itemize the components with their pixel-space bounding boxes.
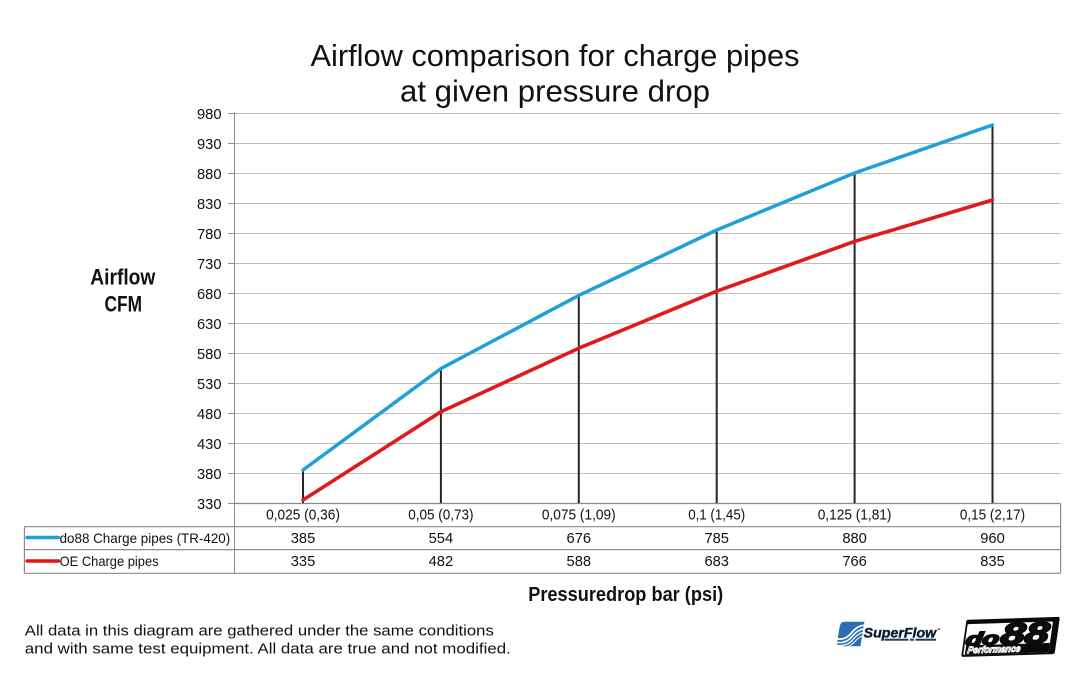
svg-text:780: 780 xyxy=(197,227,222,243)
svg-text:676: 676 xyxy=(567,531,592,547)
svg-text:530: 530 xyxy=(197,377,222,393)
svg-text:Performance: Performance xyxy=(967,644,1022,657)
svg-text:0,075 (1,09): 0,075 (1,09) xyxy=(542,507,616,523)
svg-text:OE Charge pipes: OE Charge pipes xyxy=(60,553,159,569)
svg-text:330: 330 xyxy=(197,497,222,513)
svg-text:Pressuredrop bar (psi): Pressuredrop bar (psi) xyxy=(528,584,723,606)
svg-text:CFM: CFM xyxy=(105,292,143,317)
svg-text:880: 880 xyxy=(197,167,222,183)
svg-text:335: 335 xyxy=(291,554,316,570)
svg-text:680: 680 xyxy=(197,287,222,303)
svg-text:830: 830 xyxy=(197,197,222,213)
svg-text:0,1 (1,45): 0,1 (1,45) xyxy=(688,507,745,523)
svg-text:430: 430 xyxy=(197,437,222,453)
svg-text:960: 960 xyxy=(980,531,1005,547)
svg-text:766: 766 xyxy=(842,554,867,570)
svg-text:0,05 (0,73): 0,05 (0,73) xyxy=(408,507,473,523)
svg-text:580: 580 xyxy=(197,347,222,363)
svg-text:SuperFlow: SuperFlow xyxy=(864,626,938,641)
svg-text:do88 Charge pipes (TR-420): do88 Charge pipes (TR-420) xyxy=(60,530,231,546)
svg-text:0,15 (2,17): 0,15 (2,17) xyxy=(960,507,1025,523)
svg-text:0,125 (1,81): 0,125 (1,81) xyxy=(818,507,892,523)
svg-text:880: 880 xyxy=(842,531,867,547)
svg-text:683: 683 xyxy=(704,554,729,570)
svg-text:482: 482 xyxy=(429,554,454,570)
svg-text:385: 385 xyxy=(291,531,316,547)
svg-text:588: 588 xyxy=(567,554,592,570)
svg-text:785: 785 xyxy=(704,531,729,547)
svg-text:and with same test equipment.: and with same test equipment. All data a… xyxy=(25,641,511,658)
svg-text:730: 730 xyxy=(197,257,222,273)
svg-text:980: 980 xyxy=(197,107,222,123)
svg-text:380: 380 xyxy=(197,467,222,483)
svg-text:554: 554 xyxy=(429,531,454,547)
svg-text:do: do xyxy=(965,628,1001,649)
svg-text:835: 835 xyxy=(980,554,1005,570)
svg-text:630: 630 xyxy=(197,317,222,333)
svg-text:0,025 (0,36): 0,025 (0,36) xyxy=(266,507,340,523)
svg-text:88: 88 xyxy=(999,617,1052,651)
svg-text:at given pressure drop: at given pressure drop xyxy=(400,76,710,109)
svg-text:930: 930 xyxy=(197,137,222,153)
svg-text:Airflow comparison for charge: Airflow comparison for charge pipes xyxy=(311,40,800,73)
svg-text:480: 480 xyxy=(197,407,222,423)
svg-text:All data in this diagram are g: All data in this diagram are gathered un… xyxy=(25,623,494,640)
svg-text:Airflow: Airflow xyxy=(90,265,156,290)
